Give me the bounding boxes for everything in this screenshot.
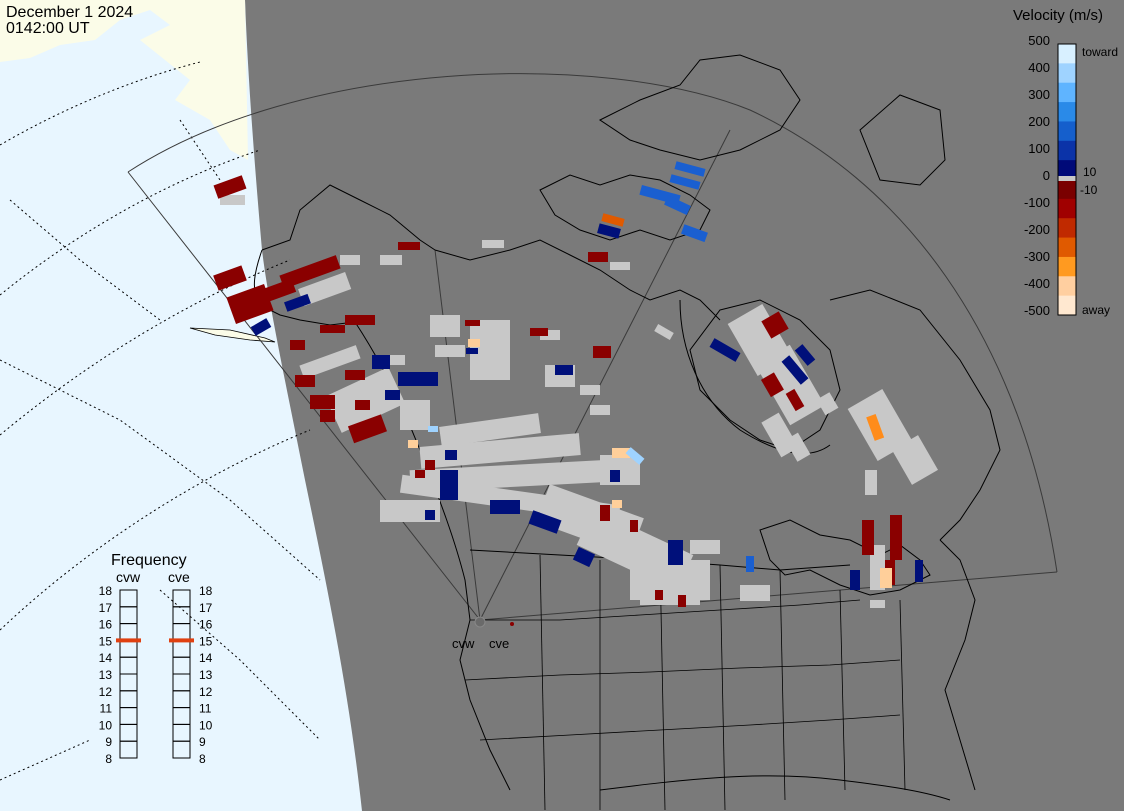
velocity-tick-label: 500	[1028, 33, 1050, 48]
date-label: December 1 2024	[6, 4, 133, 21]
velocity-toward-cells	[250, 223, 923, 590]
alaska-land	[0, 0, 248, 160]
frequency-tick-label: 10	[199, 718, 213, 732]
frequency-tick-label: 16	[199, 618, 213, 632]
frequency-tick-label: 11	[100, 702, 113, 716]
frequency-cell	[119, 740, 138, 759]
frequency-tick-label: 12	[99, 685, 113, 699]
frequency-tick-label: 8	[199, 752, 206, 766]
colorbar-segment	[1058, 256, 1076, 277]
colorbar-segment	[1058, 44, 1076, 64]
frequency-tick-label: 18	[99, 584, 113, 598]
velocity-inner-positive: 10	[1083, 165, 1097, 179]
velocity-away-label: away	[1082, 303, 1110, 317]
frequency-tick-label: 15	[199, 634, 213, 648]
frequency-column-cve: 18 17 16 15 14 13 12 11 10 9 8	[169, 584, 213, 766]
velocity-orange-cells	[408, 213, 892, 588]
frequency-marker	[116, 638, 141, 643]
colorbar-segment	[1058, 140, 1076, 161]
colorbar-segment	[1058, 237, 1076, 258]
state-borders	[464, 554, 906, 811]
velocity-tick-label: -300	[1024, 249, 1050, 264]
frequency-marker	[169, 638, 194, 643]
colorbar-segment	[1058, 102, 1076, 122]
velocity-inner-negative: -10	[1080, 183, 1098, 197]
frequency-tick-label: 8	[105, 752, 112, 766]
colorbar-segment	[1058, 198, 1076, 219]
frequency-column-cvw: 18 17 16 15 14 13 12 11 10 9 8	[99, 584, 141, 766]
velocity-mid-blue-cells	[639, 161, 754, 572]
frequency-tick-label: 14	[199, 651, 213, 665]
frequency-radar-cvw: cvw	[116, 569, 141, 585]
radar-label-cve: cve	[489, 636, 509, 651]
velocity-tick-label: -200	[1024, 222, 1050, 237]
velocity-colorbar	[1057, 43, 1077, 316]
velocity-tick-label: 300	[1028, 87, 1050, 102]
velocity-tick-label: -400	[1024, 276, 1050, 291]
graticule	[0, 61, 321, 781]
aleutian-land	[189, 327, 276, 343]
velocity-toward-label: toward	[1082, 45, 1118, 59]
colorbar-segment	[1058, 179, 1076, 200]
frequency-tick-label: 16	[99, 618, 113, 632]
radar-label-cvw: cvw	[452, 636, 475, 651]
velocity-tick-label: 400	[1028, 60, 1050, 75]
frequency-tick-label: 10	[99, 718, 113, 732]
frequency-title: Frequency	[111, 552, 187, 569]
velocity-legend-title: Velocity (m/s)	[1013, 7, 1103, 24]
frequency-panel: Frequency cvw cve 18 17 16 15 14 13 12 11 10 9 8 1…	[99, 552, 213, 766]
frequency-tick-label: 18	[199, 584, 213, 598]
frequency-tick-label: 17	[199, 601, 213, 615]
colorbar-segment	[1058, 218, 1076, 239]
colorbar-ground-scatter	[1058, 176, 1076, 181]
colorbar-segment	[1058, 276, 1076, 297]
radar-sites: cvw cve	[452, 616, 514, 651]
velocity-tick-label: -100	[1024, 195, 1050, 210]
velocity-tick-label: -500	[1024, 303, 1050, 318]
velocity-tick-label: 0	[1043, 168, 1050, 183]
frequency-tick-label: 12	[199, 685, 213, 699]
colorbar-segment	[1058, 160, 1076, 180]
land-area	[245, 0, 1124, 811]
frequency-tick-label: 13	[199, 668, 213, 682]
radar-site-cve[interactable]	[510, 622, 514, 626]
frequency-tick-label: 9	[199, 735, 206, 749]
colorbar-segment	[1058, 121, 1076, 142]
frequency-tick-label: 15	[99, 634, 113, 648]
radar-site-cvw[interactable]	[474, 616, 486, 628]
velocity-tick-label: 100	[1028, 141, 1050, 156]
velocity-ticks: 500 400 300 200 100 0 -100 -200 -300 -400 -500	[1024, 33, 1050, 318]
frequency-tick-label: 11	[199, 702, 212, 716]
colorbar-segment	[1058, 82, 1076, 103]
colorbar-segment	[1058, 63, 1076, 84]
velocity-tick-label: 200	[1028, 114, 1050, 129]
frequency-cell	[172, 740, 191, 759]
frequency-tick-label: 14	[99, 651, 113, 665]
colorbar-border	[1057, 43, 1077, 316]
time-label: 0142:00 UT	[6, 20, 90, 37]
frequency-tick-label: 17	[99, 601, 113, 615]
colorbar-segment	[1058, 295, 1076, 316]
velocity-legend: Velocity (m/s) 500 400 300 200 100 0 -100 -200 -…	[1013, 7, 1118, 318]
frequency-tick-label: 9	[105, 735, 112, 749]
velocity-away-cells	[213, 175, 902, 607]
frequency-radar-cve: cve	[168, 569, 190, 585]
frequency-tick-label: 13	[99, 668, 113, 682]
